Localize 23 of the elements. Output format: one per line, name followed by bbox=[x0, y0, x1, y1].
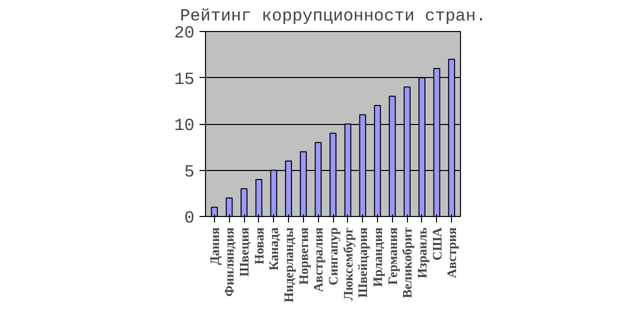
y-tick-label: 0 bbox=[184, 210, 194, 228]
x-tick-label: Финляндия bbox=[222, 228, 237, 297]
x-tick-label: Австрия bbox=[444, 227, 460, 278]
y-tick-label: 10 bbox=[174, 117, 195, 136]
x-tick-label: Германия bbox=[384, 227, 400, 285]
x-tick-label: Швеция bbox=[236, 227, 252, 277]
x-tick-label: Сингапур bbox=[326, 227, 340, 286]
x-tick-label: Австралия bbox=[310, 227, 326, 292]
x-tick-label: Люксембург bbox=[340, 227, 356, 300]
x-tick-label: Великобрит bbox=[400, 226, 415, 298]
y-tick-label: 5 bbox=[184, 163, 194, 182]
x-tick-label: Ирландия bbox=[370, 227, 385, 287]
x-tick-label: Норвегия bbox=[296, 227, 311, 285]
x-tick-label: Нидерланды bbox=[281, 227, 296, 302]
y-tick-label: 20 bbox=[174, 24, 195, 44]
x-tick-label: Канада bbox=[266, 227, 282, 270]
chart-title: Рейтинг коррупционности стран. bbox=[180, 8, 486, 26]
x-tick-label: Швейцария bbox=[355, 227, 370, 298]
x-tick-label: США bbox=[429, 226, 444, 261]
x-tick-label: Израиль bbox=[414, 227, 430, 278]
x-tick-label: Новая bbox=[251, 228, 266, 264]
x-tick-label: Дания bbox=[206, 227, 222, 265]
y-tick-label: 15 bbox=[174, 70, 195, 90]
